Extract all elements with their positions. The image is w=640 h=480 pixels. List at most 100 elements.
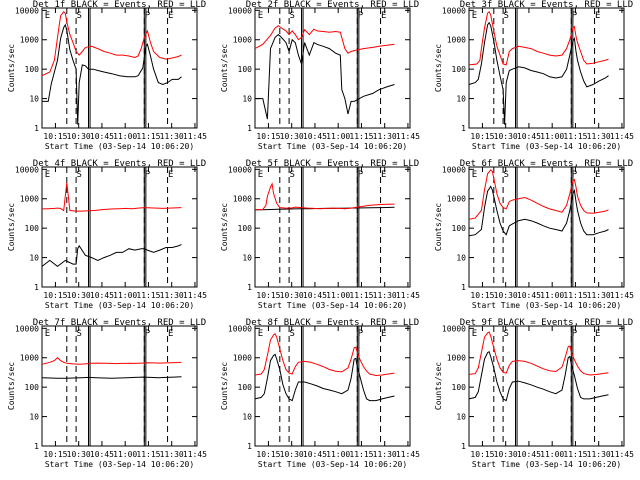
y-tick-label: 1000 <box>20 195 39 204</box>
x-tick-label: 11:15 <box>349 132 373 141</box>
x-tick-label: 11:15 <box>136 450 160 459</box>
interval-label: P <box>572 329 578 339</box>
y-tick-label: 1000 <box>20 354 39 363</box>
interval-label: P <box>572 11 578 21</box>
x-tick-label: 11:00 <box>326 132 350 141</box>
x-tick-label: 10:45 <box>303 132 327 141</box>
interval-label: P <box>145 11 151 21</box>
plot-frame <box>468 7 625 129</box>
interval-label: S <box>504 329 509 339</box>
panel-title: Det 5f BLACK = Events, RED = LLD <box>246 159 419 169</box>
x-tick-label: 10:15 <box>43 450 67 459</box>
y-tick-label: 1000 <box>20 36 39 45</box>
y-tick-label: 100 <box>238 383 253 392</box>
x-tick-label: 10:15 <box>43 132 67 141</box>
y-tick-label: 1 <box>247 124 252 133</box>
x-axis-label: Start Time (03-Sep-14 10:06:20) <box>45 460 194 469</box>
interval-label: E <box>472 170 477 180</box>
y-tick-label: 10000 <box>15 165 39 174</box>
events-series-line <box>254 353 395 402</box>
panel-title: Det 4f BLACK = Events, RED = LLD <box>33 159 206 169</box>
y-tick-label: 1 <box>247 442 252 451</box>
y-tick-label: 1000 <box>447 195 466 204</box>
events-series-line <box>41 376 182 379</box>
interval-label: E <box>595 170 600 180</box>
y-tick-label: 100 <box>452 65 467 74</box>
x-tick-label: 10:15 <box>256 132 280 141</box>
interval-label: E <box>168 170 173 180</box>
x-tick-label: 10:30 <box>494 291 518 300</box>
lld-series-line <box>254 182 395 211</box>
interval-label: P <box>358 170 364 180</box>
events-series-line <box>41 243 182 268</box>
interval-label: P <box>358 11 364 21</box>
x-tick-label: 10:45 <box>303 450 327 459</box>
x-tick-label: 11:15 <box>136 132 160 141</box>
plot-frame <box>468 166 625 288</box>
y-tick-label: 10 <box>242 413 252 422</box>
x-tick-label: 11:30 <box>160 132 184 141</box>
x-tick-label: 11:00 <box>326 450 350 459</box>
x-tick-label: 10:30 <box>280 450 304 459</box>
x-tick-label: 11:30 <box>587 132 611 141</box>
interval-label: E <box>472 11 477 21</box>
interval-label: P <box>145 170 151 180</box>
y-tick-label: 10000 <box>15 324 39 333</box>
y-tick-label: 1 <box>461 124 466 133</box>
x-tick-label: 10:30 <box>67 132 91 141</box>
x-tick-label: 11:45 <box>183 291 207 300</box>
x-tick-label: 11:30 <box>587 291 611 300</box>
panel-title: Det 2f BLACK = Events, RED = LLD <box>246 0 419 10</box>
x-tick-label: 10:30 <box>67 450 91 459</box>
lld-series-line <box>468 169 609 220</box>
x-tick-label: 11:45 <box>396 450 420 459</box>
interval-label: S <box>290 329 295 339</box>
x-axis-label: Start Time (03-Sep-14 10:06:20) <box>258 460 407 469</box>
x-tick-label: 11:00 <box>540 450 564 459</box>
panel-title: Det 1f BLACK = Events, RED = LLD <box>33 0 206 10</box>
x-tick-label: 11:45 <box>183 450 207 459</box>
interval-label: E <box>45 329 50 339</box>
interval-label: E <box>595 11 600 21</box>
x-tick-label: 10:45 <box>90 450 114 459</box>
y-tick-label: 10000 <box>442 324 466 333</box>
interval-label: S <box>504 11 509 21</box>
x-axis-label: Start Time (03-Sep-14 10:06:20) <box>472 301 621 310</box>
x-tick-label: 10:15 <box>256 450 280 459</box>
y-axis-label: Counts/sec <box>7 44 16 92</box>
y-tick-label: 1000 <box>447 36 466 45</box>
y-tick-label: 10 <box>29 95 39 104</box>
interval-label: E <box>168 329 173 339</box>
y-tick-label: 10 <box>29 254 39 263</box>
y-tick-label: 10 <box>242 254 252 263</box>
x-tick-label: 10:15 <box>43 291 67 300</box>
x-axis-label: Start Time (03-Sep-14 10:06:20) <box>472 460 621 469</box>
x-axis-label: Start Time (03-Sep-14 10:06:20) <box>258 301 407 310</box>
plot-frame <box>254 325 411 447</box>
interval-label: E <box>472 329 477 339</box>
lld-series-line <box>254 25 395 54</box>
y-axis-label: Counts/sec <box>7 362 16 410</box>
y-tick-label: 1000 <box>447 354 466 363</box>
x-axis-label: Start Time (03-Sep-14 10:06:20) <box>472 142 621 151</box>
lld-series-line <box>41 357 182 365</box>
events-series-line <box>42 23 182 125</box>
plot-frame <box>41 325 198 447</box>
y-tick-label: 100 <box>238 65 253 74</box>
x-tick-label: 11:30 <box>160 291 184 300</box>
x-tick-label: 11:15 <box>349 291 373 300</box>
x-tick-label: 10:30 <box>67 291 91 300</box>
y-tick-label: 10 <box>456 413 466 422</box>
y-axis-label: Counts/sec <box>220 362 229 410</box>
plot-frame <box>254 7 411 129</box>
y-tick-label: 1000 <box>233 36 252 45</box>
x-tick-label: 11:15 <box>136 291 160 300</box>
x-tick-label: 11:15 <box>563 450 587 459</box>
interval-label: E <box>258 11 263 21</box>
y-tick-label: 1 <box>461 442 466 451</box>
x-axis-label: Start Time (03-Sep-14 10:06:20) <box>45 142 194 151</box>
